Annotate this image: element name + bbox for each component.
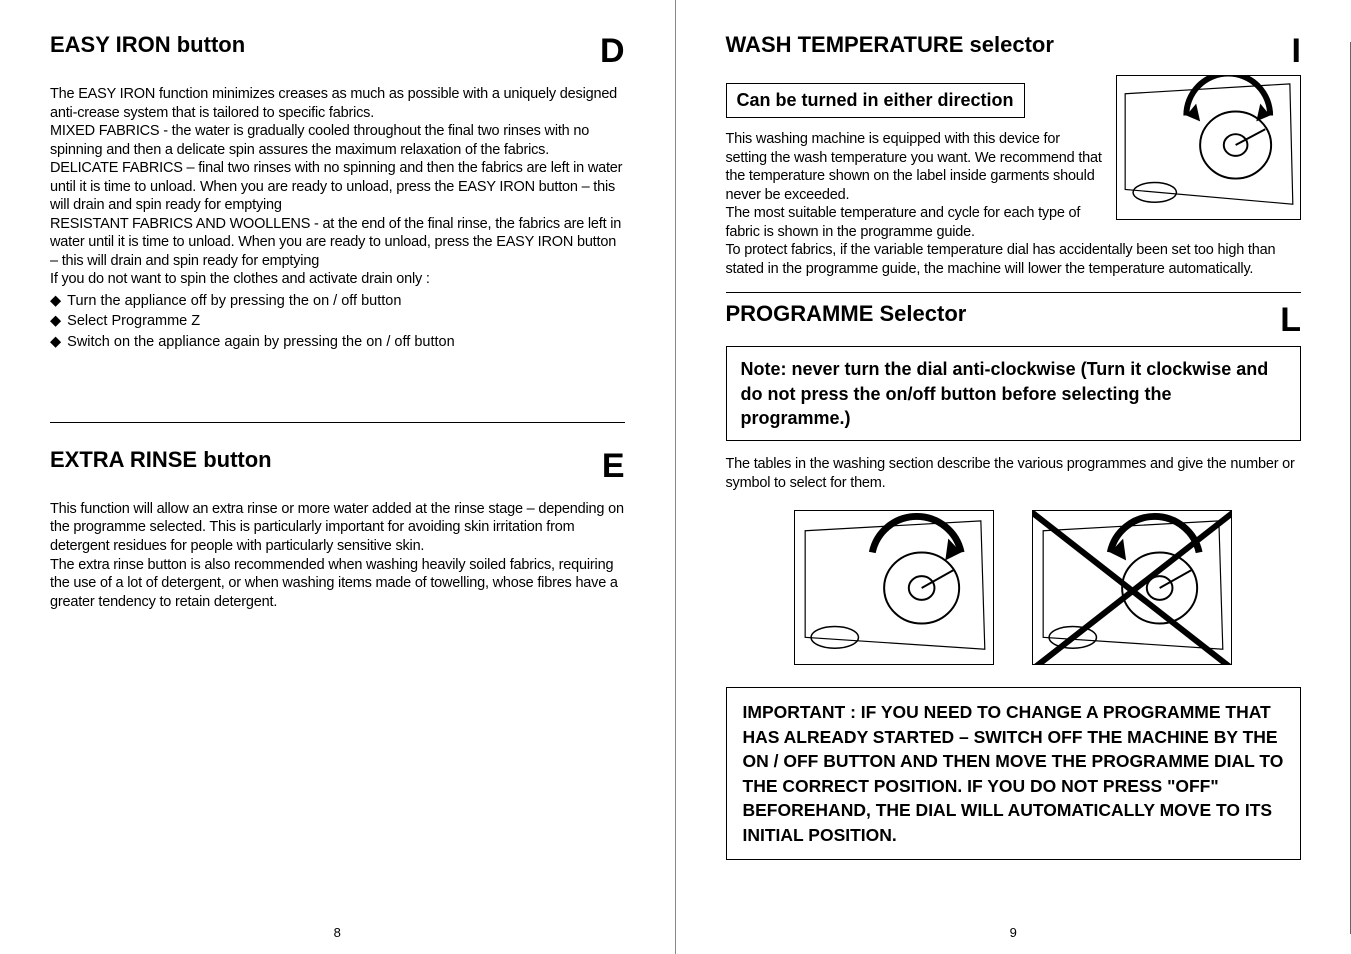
easy-iron-p5: If you do not want to spin the clothes a… xyxy=(50,270,625,289)
easy-iron-p4: RESISTANT FABRICS AND WOOLLENS - at the … xyxy=(50,215,625,271)
bullet-1: ◆ Turn the appliance off by pressing the … xyxy=(50,291,625,311)
page-left: EASY IRON button D The EASY IRON functio… xyxy=(0,0,676,954)
direction-box: Can be turned in either direction xyxy=(726,83,1025,118)
easy-iron-bullets: ◆ Turn the appliance off by pressing the … xyxy=(50,291,625,352)
diamond-icon: ◆ xyxy=(50,291,61,311)
page-number-right: 9 xyxy=(1010,925,1017,940)
wash-temp-title: WASH TEMPERATURE selector xyxy=(726,32,1054,58)
programme-figures xyxy=(726,510,1302,665)
letter-e: E xyxy=(602,447,625,486)
extra-rinse-p2: The extra rinse button is also recommend… xyxy=(50,556,625,612)
programme-p1: The tables in the washing section descri… xyxy=(726,455,1302,492)
programme-title-row: PROGRAMME Selector L xyxy=(726,301,1302,340)
bullet-3: ◆ Switch on the appliance again by pressi… xyxy=(50,332,625,352)
page-right: WASH TEMPERATURE selector I Can be turne… xyxy=(676,0,1351,954)
bullet-2: ◆ Select Programme Z xyxy=(50,311,625,331)
extra-rinse-p1: This function will allow an extra rinse … xyxy=(50,500,625,556)
easy-iron-p2: MIXED FABRICS - the water is gradually c… xyxy=(50,122,625,159)
dial-svg-icon xyxy=(1117,76,1300,219)
easy-iron-title-row: EASY IRON button D xyxy=(50,32,625,71)
wash-temp-content: Can be turned in either direction This w… xyxy=(726,75,1302,278)
bullet-3-text: Switch on the appliance again by pressin… xyxy=(67,332,454,352)
diamond-icon: ◆ xyxy=(50,311,61,331)
easy-iron-p1: The EASY IRON function minimizes creases… xyxy=(50,85,625,122)
easy-iron-p3: DELICATE FABRICS – final two rinses with… xyxy=(50,159,625,215)
easy-iron-title: EASY IRON button xyxy=(50,32,245,58)
section-divider xyxy=(50,422,625,423)
temp-dial-figure xyxy=(1116,75,1301,220)
dial-clockwise-figure xyxy=(794,510,994,665)
dial-cw-icon xyxy=(795,511,993,664)
letter-d: D xyxy=(600,32,625,71)
letter-l: L xyxy=(1280,301,1301,340)
important-box: IMPORTANT : IF YOU NEED TO CHANGE A PROG… xyxy=(726,687,1302,860)
diamond-icon: ◆ xyxy=(50,332,61,352)
extra-rinse-title: EXTRA RINSE button xyxy=(50,447,272,473)
bullet-1-text: Turn the appliance off by pressing the o… xyxy=(67,291,401,311)
right-section-divider xyxy=(726,292,1302,293)
bullet-2-text: Select Programme Z xyxy=(67,311,200,331)
dial-anticlockwise-figure xyxy=(1032,510,1232,665)
programme-note-box: Note: never turn the dial anti-clockwise… xyxy=(726,346,1302,441)
letter-i: I xyxy=(1292,32,1301,71)
wash-temp-p3: To protect fabrics, if the variable temp… xyxy=(726,241,1302,278)
programme-title: PROGRAMME Selector xyxy=(726,301,967,327)
page-number-left: 8 xyxy=(334,925,341,940)
extra-rinse-title-row: EXTRA RINSE button E xyxy=(50,447,625,486)
wash-temp-title-row: WASH TEMPERATURE selector I xyxy=(726,32,1302,71)
